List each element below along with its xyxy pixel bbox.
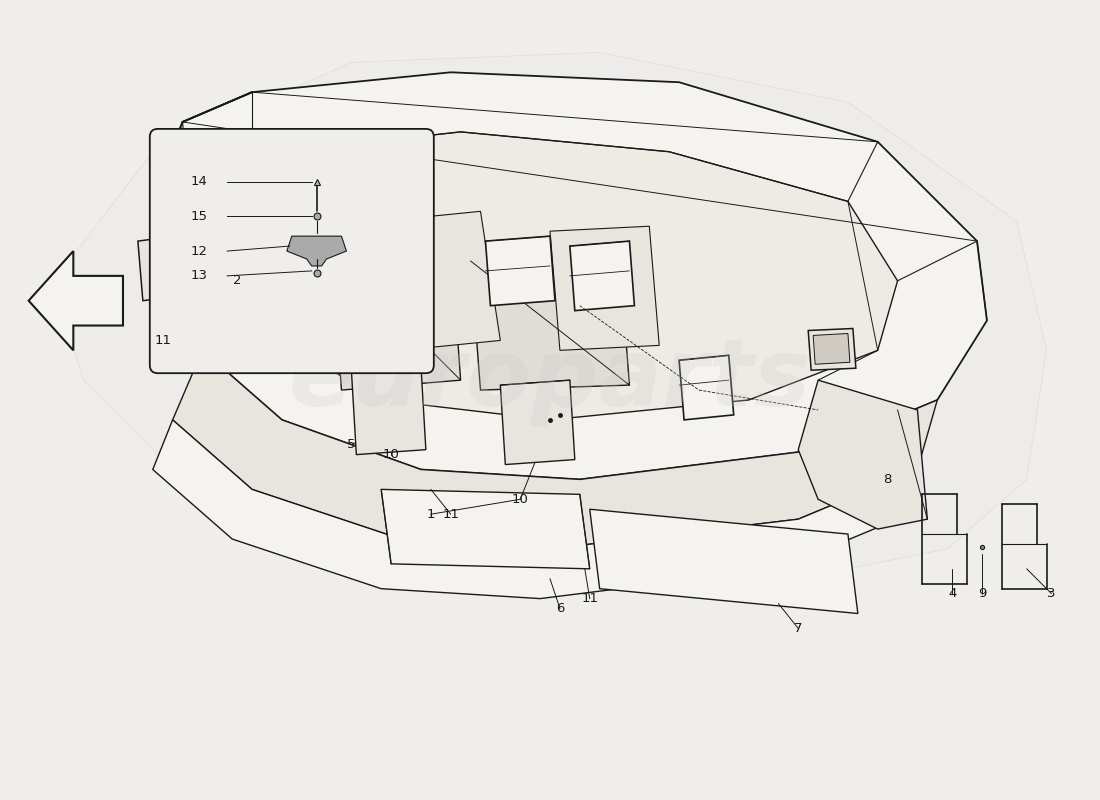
Text: 3: 3 bbox=[1047, 587, 1056, 600]
Polygon shape bbox=[485, 236, 556, 306]
Polygon shape bbox=[570, 241, 635, 310]
Text: 5: 5 bbox=[348, 438, 355, 451]
Text: europarts: europarts bbox=[289, 334, 811, 426]
Text: 9: 9 bbox=[978, 587, 987, 600]
Text: 11: 11 bbox=[154, 334, 172, 347]
Polygon shape bbox=[153, 239, 208, 289]
Polygon shape bbox=[813, 334, 850, 364]
Polygon shape bbox=[153, 72, 987, 479]
Text: 7: 7 bbox=[794, 622, 803, 635]
Text: 11: 11 bbox=[442, 508, 459, 521]
Text: 4: 4 bbox=[948, 587, 956, 600]
Text: 1: 1 bbox=[427, 508, 436, 521]
Polygon shape bbox=[331, 241, 461, 390]
Polygon shape bbox=[382, 211, 500, 350]
Polygon shape bbox=[252, 132, 898, 420]
Polygon shape bbox=[287, 236, 346, 266]
Text: 10: 10 bbox=[512, 493, 529, 506]
Text: 2: 2 bbox=[233, 274, 241, 287]
Text: 12: 12 bbox=[190, 245, 208, 258]
Polygon shape bbox=[54, 53, 1046, 589]
Polygon shape bbox=[799, 380, 927, 529]
Text: 11: 11 bbox=[581, 592, 598, 605]
Polygon shape bbox=[29, 251, 123, 350]
Polygon shape bbox=[153, 420, 917, 598]
Text: 13: 13 bbox=[190, 270, 208, 282]
Polygon shape bbox=[382, 490, 590, 569]
Polygon shape bbox=[590, 510, 858, 614]
Text: 8: 8 bbox=[883, 473, 892, 486]
Text: 14: 14 bbox=[190, 175, 208, 188]
Polygon shape bbox=[500, 380, 575, 465]
Polygon shape bbox=[679, 355, 734, 420]
Polygon shape bbox=[138, 231, 222, 301]
Polygon shape bbox=[550, 226, 659, 350]
Text: 6: 6 bbox=[556, 602, 564, 615]
Polygon shape bbox=[173, 350, 937, 549]
Polygon shape bbox=[351, 366, 426, 454]
Polygon shape bbox=[808, 329, 856, 370]
Text: 10: 10 bbox=[383, 448, 399, 461]
Polygon shape bbox=[471, 256, 629, 390]
FancyBboxPatch shape bbox=[150, 129, 433, 373]
Text: 15: 15 bbox=[190, 210, 208, 222]
